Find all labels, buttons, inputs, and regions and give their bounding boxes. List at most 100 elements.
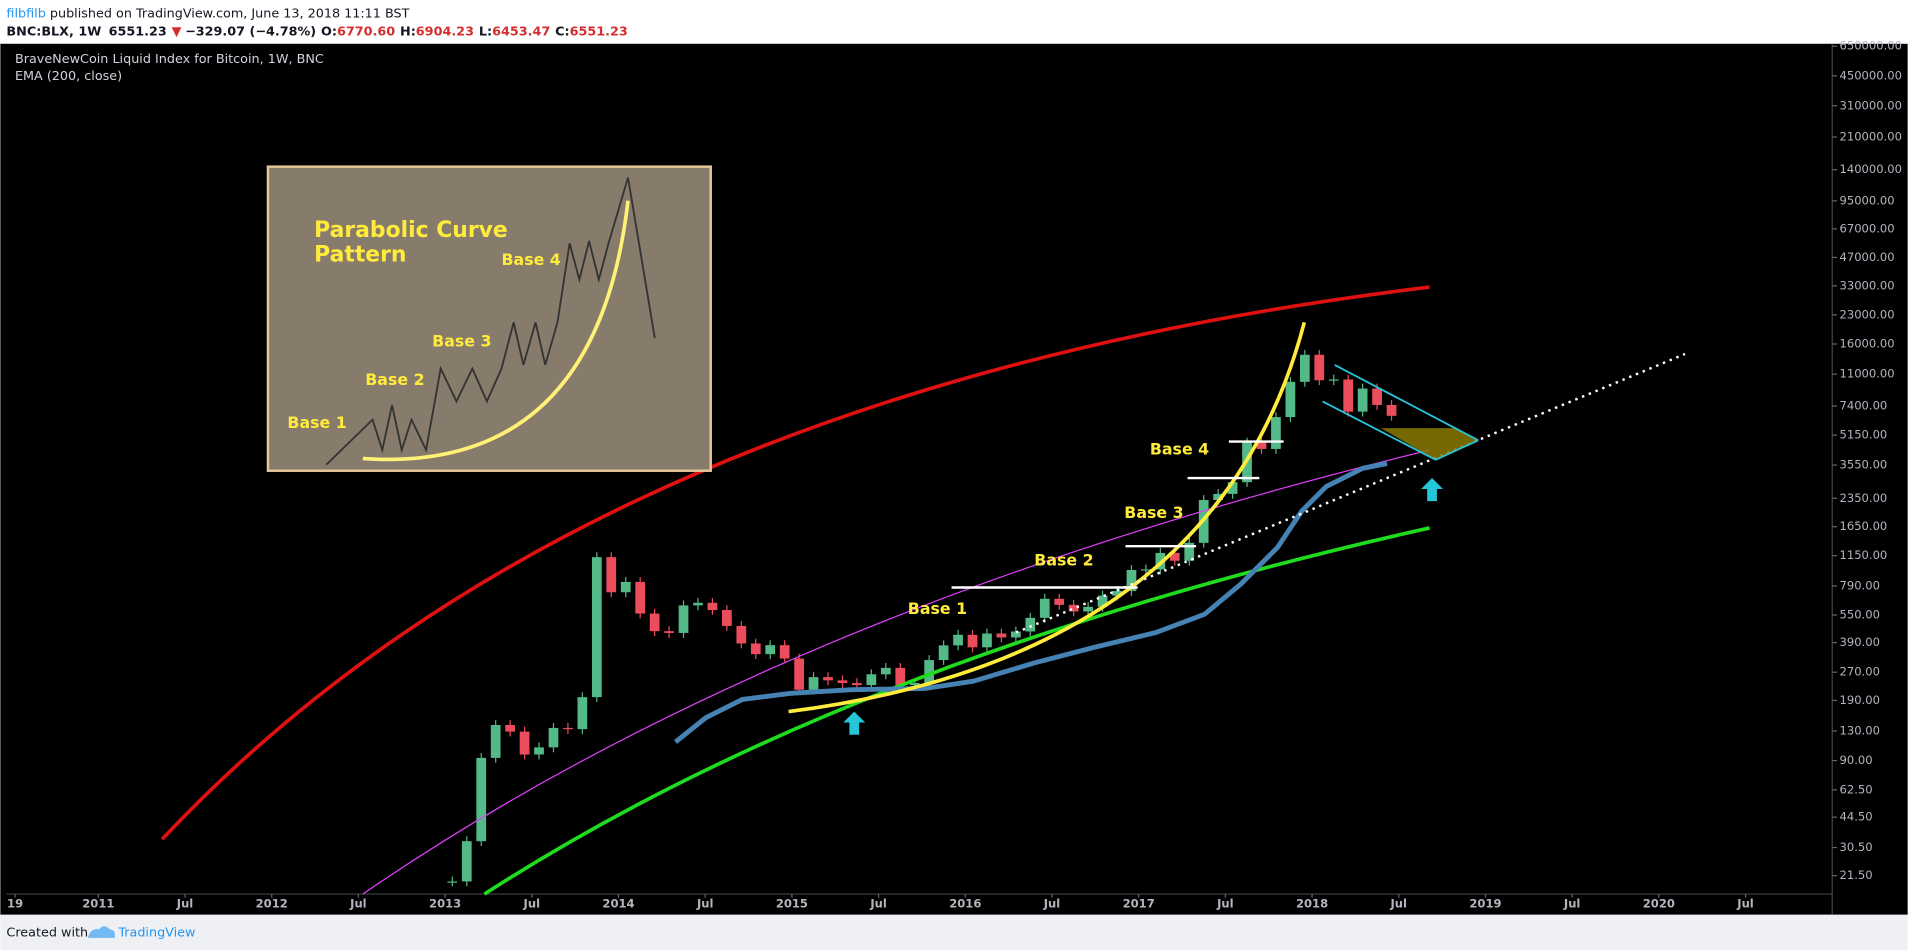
candle bbox=[461, 841, 472, 882]
x-tick-label: 2012 bbox=[256, 896, 288, 910]
footer-brand[interactable]: TradingView bbox=[117, 925, 195, 940]
candle bbox=[1271, 417, 1281, 449]
x-tick-label: Jul bbox=[1563, 896, 1580, 910]
candle bbox=[591, 557, 602, 698]
inset-box bbox=[266, 165, 712, 472]
y-tick-label: 210000.00 bbox=[1840, 130, 1902, 144]
candle bbox=[505, 725, 515, 732]
candle bbox=[548, 727, 559, 748]
candle bbox=[563, 727, 573, 730]
candle bbox=[779, 645, 790, 659]
candle bbox=[1126, 569, 1137, 591]
candle bbox=[1372, 388, 1382, 405]
published: published on TradingView.com, June 13, 2… bbox=[46, 6, 410, 21]
footer-created: Created with bbox=[6, 925, 88, 940]
y-tick-label: 11000.00 bbox=[1840, 367, 1895, 381]
candle bbox=[1256, 442, 1267, 449]
y-tick-label: 190.00 bbox=[1840, 693, 1880, 707]
candle bbox=[808, 677, 819, 690]
candle bbox=[1097, 595, 1108, 607]
y-tick-label: 23000.00 bbox=[1840, 307, 1895, 321]
channel-upper bbox=[1334, 364, 1479, 442]
y-tick-label: 1650.00 bbox=[1840, 519, 1888, 533]
candle bbox=[866, 674, 877, 686]
candle bbox=[1083, 606, 1093, 612]
x-tick-label: 2018 bbox=[1296, 896, 1328, 910]
base-lines bbox=[951, 440, 1284, 589]
inset-title: Parabolic Curve bbox=[314, 218, 508, 243]
candle bbox=[1285, 381, 1296, 418]
l-label: L: bbox=[479, 24, 492, 39]
inset-curve bbox=[362, 200, 630, 462]
candle bbox=[909, 683, 920, 686]
y-tick-label: 5150.00 bbox=[1840, 428, 1888, 442]
candle bbox=[996, 633, 1007, 638]
x-tick-label: Jul bbox=[1216, 896, 1233, 910]
y-tick-label: 140000.00 bbox=[1840, 162, 1902, 176]
y-tick-label: 790.00 bbox=[1840, 578, 1880, 592]
channel-lower bbox=[1322, 400, 1437, 461]
y-tick-label: 130.00 bbox=[1840, 723, 1880, 737]
candle bbox=[1343, 379, 1354, 412]
y-tick-label: 30.50 bbox=[1840, 840, 1873, 854]
candle bbox=[924, 660, 935, 684]
candle bbox=[765, 645, 776, 655]
symbol-line: BNC:BLX, 1W 6551.23 ▼ −329.07 (−4.78%) O:677… bbox=[6, 24, 627, 39]
arrow: ▼ bbox=[172, 24, 182, 39]
candle bbox=[1068, 604, 1079, 612]
candle bbox=[982, 633, 992, 648]
candle bbox=[693, 602, 703, 606]
author[interactable]: filbfilb bbox=[6, 6, 45, 21]
target-zone bbox=[1380, 428, 1479, 460]
x-tick-label: 2015 bbox=[776, 896, 808, 910]
x-tick-label: Jul bbox=[1390, 896, 1407, 910]
tv-logo bbox=[87, 926, 115, 938]
x-tick-label: Jul bbox=[1043, 896, 1060, 910]
y-tick-label: 47000.00 bbox=[1840, 250, 1895, 264]
c-label: C: bbox=[555, 24, 569, 39]
change: −329.07 (−4.78%) bbox=[185, 24, 316, 39]
candle bbox=[534, 747, 544, 755]
y-tick-label: 3550.00 bbox=[1840, 458, 1888, 472]
candle bbox=[1227, 482, 1238, 494]
x-tick-label: Jul bbox=[1736, 896, 1753, 910]
annotation: Base 4 bbox=[1150, 440, 1209, 459]
y-tick-label: 450000.00 bbox=[1840, 68, 1902, 82]
candle bbox=[1141, 569, 1151, 571]
candle bbox=[1386, 404, 1397, 416]
y-tick-label: 95000.00 bbox=[1840, 193, 1895, 207]
candle bbox=[1328, 379, 1339, 381]
y-tick-label: 62.50 bbox=[1840, 782, 1873, 796]
candle bbox=[649, 613, 660, 632]
candle bbox=[1054, 598, 1065, 605]
candle bbox=[678, 605, 689, 633]
annotation: Base 1 bbox=[908, 599, 967, 618]
open: 6770.60 bbox=[337, 24, 395, 39]
inset-base: Base 2 bbox=[365, 370, 424, 389]
x-tick-label: Jul bbox=[176, 896, 193, 910]
x-tick-label: 19 bbox=[7, 896, 23, 910]
inset-base: Base 4 bbox=[502, 250, 561, 269]
candles bbox=[447, 349, 1397, 887]
candle bbox=[707, 602, 718, 611]
candle bbox=[895, 667, 906, 686]
candle bbox=[736, 625, 747, 644]
annotation: Base 3 bbox=[1124, 503, 1183, 522]
x-tick-label: 2019 bbox=[1469, 896, 1501, 910]
y-tick-label: 90.00 bbox=[1840, 753, 1873, 767]
arrow-up bbox=[1421, 478, 1443, 502]
y-tick-label: 550.00 bbox=[1840, 608, 1880, 622]
y-tick-label: 270.00 bbox=[1840, 665, 1880, 679]
red-curve bbox=[160, 285, 1430, 841]
inset: Parabolic Curve Pattern Base 1 Base 2 Ba… bbox=[266, 165, 712, 472]
footer-bg bbox=[0, 914, 1908, 950]
high: 6904.23 bbox=[416, 24, 474, 39]
symbol: BNC:BLX, 1W bbox=[6, 24, 101, 39]
magenta-curve bbox=[362, 449, 1430, 895]
arrow-up bbox=[843, 711, 866, 735]
o-label: O: bbox=[321, 24, 337, 39]
candle bbox=[953, 634, 963, 646]
x-tick-label: Jul bbox=[349, 896, 366, 910]
